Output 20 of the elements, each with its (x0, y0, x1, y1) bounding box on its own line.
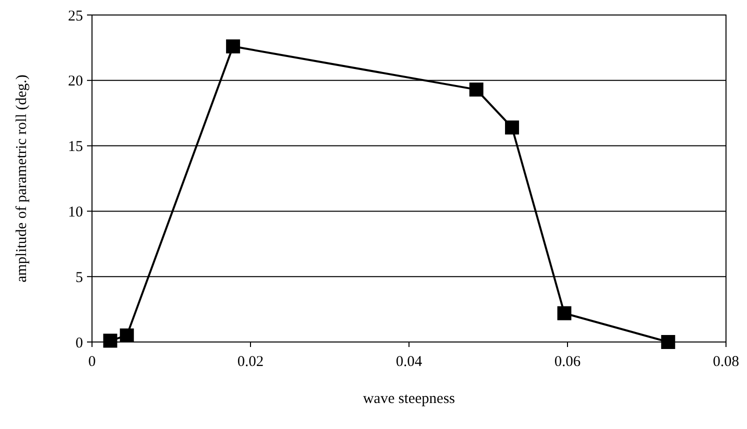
point (505, 120, 520, 134)
x-tick-label: 0.02 (237, 354, 264, 370)
y-tick-label: 25 (68, 8, 83, 24)
point (469, 82, 484, 97)
y-tick-label: 15 (68, 139, 83, 156)
x-axis-title: wave steepness (362, 391, 456, 407)
x-tick-label: 0 (88, 354, 96, 370)
y-tick-label: 0 (76, 335, 83, 352)
x-tick-label: 0.08 (712, 354, 740, 370)
x-tick-label: 0.04 (396, 354, 423, 370)
point (226, 39, 240, 54)
point (120, 328, 134, 342)
point (661, 335, 676, 349)
y-tick-label: 20 (68, 74, 83, 90)
y-axis-title: amplitude of parametric roll (deg.) (14, 74, 30, 282)
y-tick-label: 10 (68, 204, 83, 220)
x-tick-label: 0.06 (554, 354, 582, 370)
point (557, 306, 572, 320)
point (103, 334, 118, 348)
y-tick-label: 5 (76, 270, 83, 286)
